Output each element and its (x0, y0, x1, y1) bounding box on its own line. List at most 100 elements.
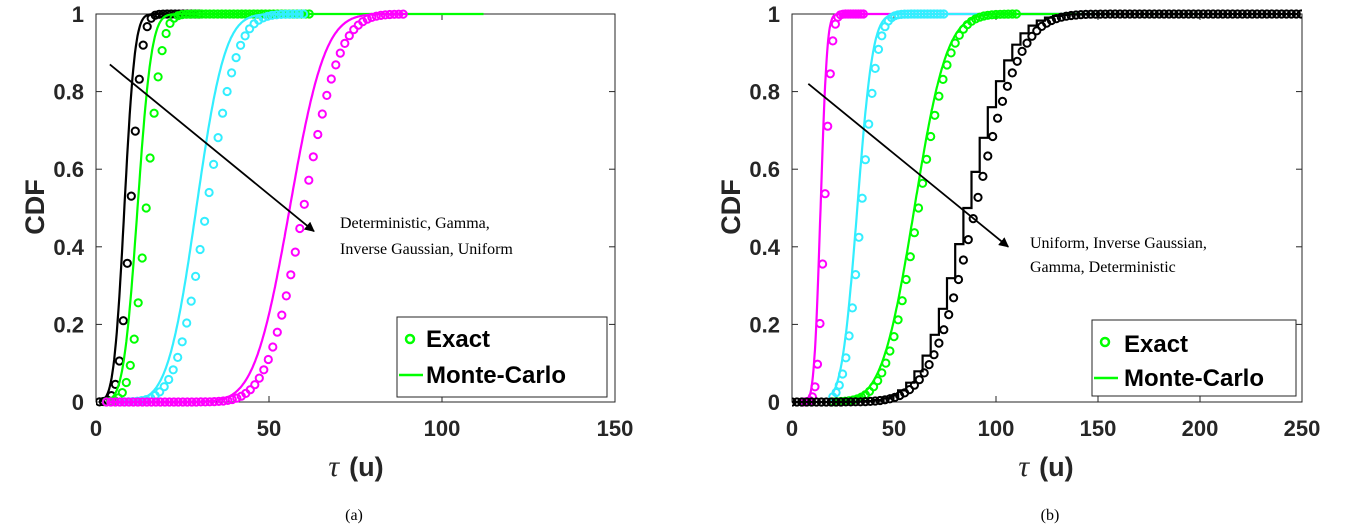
series-3-exact-point (1291, 9, 1301, 19)
y-tick-label: 0.6 (53, 157, 84, 182)
series-2-exact-point (236, 40, 246, 50)
series-3-exact-point (983, 151, 993, 161)
series-2-exact-point (979, 11, 989, 21)
series-1-exact-point (117, 388, 127, 398)
series-3-exact-point (836, 397, 846, 407)
series-3-exact-point (1120, 9, 1130, 19)
series-3-exact-point (958, 255, 969, 265)
series-2-exact-point (950, 38, 960, 48)
series-3-exact-point (344, 31, 354, 41)
series-3-exact-point (1046, 15, 1057, 26)
y-tick-label: 1 (72, 2, 84, 27)
series-2-exact-point (159, 382, 169, 392)
series-3-exact-point (137, 397, 147, 407)
series-3-exact-point (963, 235, 973, 245)
series-3-exact-point (1193, 9, 1204, 19)
series-3-exact-point (953, 274, 964, 285)
series-1-exact-point (141, 203, 151, 213)
series-3-exact-point (367, 12, 377, 22)
series-2-exact-point (168, 365, 178, 375)
series-2-exact-point (191, 271, 201, 281)
series-2-exact-point (173, 352, 183, 362)
series-3-exact-point (304, 175, 314, 185)
series-3-exact-point (1262, 9, 1272, 19)
series-2-exact-point (942, 60, 952, 70)
series-3-exact-point (394, 9, 404, 19)
series-3-exact-point (1100, 9, 1110, 19)
series-3-exact-point (362, 14, 372, 24)
x-axis-symbol-a: τ (328, 450, 340, 483)
series-2-exact-point (946, 48, 956, 58)
legend-box (1091, 319, 1297, 397)
legend-exact-label-b: Exact (1124, 331, 1188, 358)
series-0-exact-point (138, 40, 148, 50)
x-tick-label: 100 (424, 416, 461, 441)
series-3-exact-point (811, 397, 822, 407)
legend-box (396, 316, 608, 398)
series-3-exact-point (1188, 9, 1199, 19)
series-2-exact-point (885, 346, 895, 356)
series-3-exact-point (1017, 46, 1027, 57)
series-3-exact-point (331, 60, 341, 70)
series-3-exact-point (1066, 10, 1076, 21)
series-3-exact-point (268, 342, 278, 352)
x-tick-label: 250 (1284, 416, 1321, 441)
annotation-line2-b: Gamma, Deterministic (1030, 259, 1176, 276)
x-tick-label: 50 (257, 416, 281, 441)
series-3-exact-point (1056, 12, 1066, 22)
series-1-exact-point (939, 9, 949, 19)
series-2-exact-point (869, 382, 879, 392)
series-3-exact-point (914, 375, 924, 385)
series-1-exact-point (935, 9, 946, 19)
series-3-exact-point (816, 397, 827, 407)
series-3-exact-point (272, 327, 282, 337)
series-2-exact-point (926, 131, 936, 142)
series-2-exact-point (245, 24, 255, 34)
series-1-montecarlo-line (831, 12, 1119, 394)
series-1-exact-point (125, 360, 135, 370)
series-3-exact-point (949, 293, 959, 303)
series-3-exact-point (1228, 9, 1238, 19)
series-2-exact-point (155, 387, 165, 397)
series-3-exact-point (358, 17, 368, 27)
series-3-exact-point (919, 368, 929, 378)
series-0-exact-point (126, 191, 136, 201)
series-3-exact-point (164, 397, 174, 407)
series-0-exact-point (818, 259, 828, 269)
series-3-exact-point (851, 397, 861, 407)
series-2-exact-point (897, 296, 907, 306)
series-1-exact-point (857, 193, 867, 203)
series-2-exact-point (177, 337, 187, 347)
series-1-exact-point (834, 380, 844, 390)
series-3-exact-point (993, 113, 1003, 123)
series-3-exact-point (797, 397, 807, 407)
series-3-exact-point (128, 397, 138, 407)
series-1-exact-point (844, 331, 854, 341)
series-3-exact-point (259, 365, 269, 375)
series-2-exact-point (954, 30, 964, 40)
y-tick-label: 0.2 (53, 312, 84, 337)
series-0-exact-point (825, 69, 835, 79)
series-3-exact-point (1164, 9, 1174, 19)
series-3-exact-point (1007, 68, 1017, 78)
series-3-exact-point (807, 397, 817, 407)
series-3-exact-point (146, 397, 156, 407)
series-3-exact-point (254, 373, 264, 383)
series-3-exact-point (389, 9, 399, 19)
series-3-exact-point (398, 9, 408, 19)
series-1-exact-point (153, 72, 163, 82)
series-2-exact-point (213, 133, 223, 143)
series-1-exact-point (847, 303, 858, 313)
series-3-exact-point (1218, 9, 1228, 19)
x-tick-label: 200 (1182, 416, 1219, 441)
series-3-exact-point (1086, 9, 1096, 19)
legend-exact-marker (404, 333, 416, 345)
series-3-exact-point (1081, 9, 1091, 19)
series-3-exact-point (1022, 38, 1032, 48)
series-3-exact-point (232, 393, 242, 403)
series-2-exact-point (877, 368, 887, 378)
series-3-exact-point (178, 397, 188, 407)
series-3-exact-point (133, 397, 143, 407)
caption-a: (a) (345, 507, 363, 524)
series-3-exact-point (250, 380, 260, 390)
